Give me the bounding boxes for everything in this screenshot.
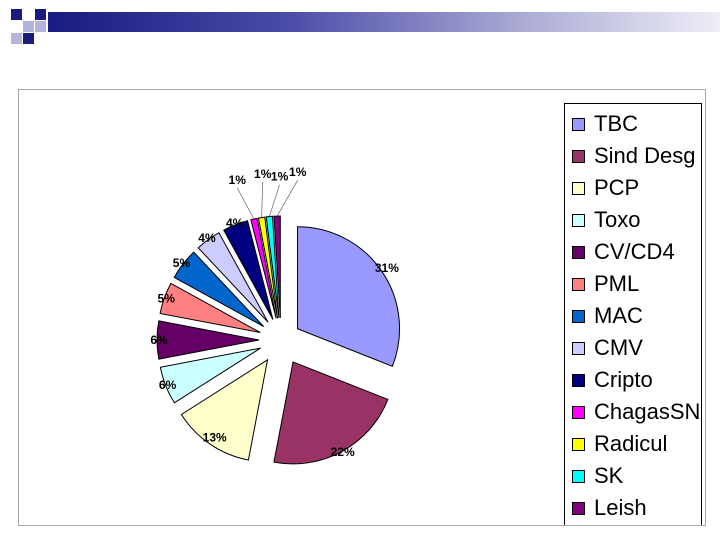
pie-slice-pcp	[180, 358, 269, 461]
data-label: 4%	[198, 231, 216, 245]
legend-item: MAC	[572, 302, 643, 330]
legend-label: ChagasSN	[594, 399, 701, 424]
legend-label: Cripto	[594, 367, 653, 392]
header-square	[23, 33, 34, 44]
data-label-leader-line	[276, 179, 299, 217]
header-square	[11, 33, 22, 44]
legend-label: CV/CD4	[594, 239, 675, 264]
legend-item: Radicul	[572, 430, 667, 458]
legend-swatch	[572, 213, 585, 227]
legend-label: CMV	[594, 335, 643, 360]
legend-label: PCP	[594, 175, 640, 200]
legend-label: TBC	[594, 111, 638, 136]
pie-slice-pml	[159, 282, 261, 334]
data-label: 1%	[254, 167, 272, 181]
slide-header-decoration	[0, 0, 720, 44]
pie-slice-cripto	[223, 220, 274, 320]
legend-swatch	[572, 437, 585, 451]
data-label-leader-line	[261, 182, 264, 218]
pie-slice-cmv	[197, 232, 269, 323]
pie-slice-sind-desg	[273, 361, 389, 465]
legend-label: Leish	[594, 495, 647, 520]
legend-item: CMV	[572, 334, 643, 362]
data-label: 4%	[226, 216, 244, 230]
legend-item: Leish	[572, 494, 647, 522]
data-label: 5%	[158, 292, 176, 306]
pie-slice-cv-cd4	[156, 320, 260, 360]
legend-label: SK	[594, 463, 624, 488]
legend-item: ChagasSN	[572, 398, 700, 426]
legend-swatch	[572, 341, 585, 355]
pie-slice-mac	[173, 251, 264, 327]
legend-label: Toxo	[594, 207, 641, 232]
chart-legend: TBC Sind Desg PCP Toxo CV/CD4 PML MAC CMV Cripto…	[564, 103, 702, 525]
legend-item: CV/CD4	[572, 238, 675, 266]
legend-swatch	[572, 277, 585, 291]
pie-slice-leish	[273, 215, 281, 319]
pie-slice-tbc	[297, 226, 400, 367]
legend-label: MAC	[594, 303, 643, 328]
legend-swatch	[572, 469, 585, 483]
data-label: 6%	[150, 333, 168, 347]
header-square	[23, 21, 34, 32]
legend-swatch	[572, 501, 585, 515]
header-square	[35, 21, 46, 32]
legend-item: Cripto	[572, 366, 653, 394]
data-label: 1%	[289, 165, 307, 179]
header-square	[11, 9, 22, 20]
legend-item: Toxo	[572, 206, 640, 234]
data-label: 6%	[159, 378, 177, 392]
chart-area: 31% 22% 13% 6% 6% 5% 5% 4% 4% 1% 1% 1% 1% TBC Sind De…	[18, 89, 706, 526]
legend-swatch	[572, 373, 585, 387]
data-label-leader-line	[236, 187, 255, 220]
data-label: 1%	[229, 173, 247, 187]
pie-slice-sk	[265, 215, 280, 319]
legend-swatch	[572, 245, 585, 259]
legend-swatch	[572, 405, 585, 419]
legend-swatch	[572, 181, 585, 195]
legend-swatch	[572, 117, 585, 131]
data-label: 5%	[173, 256, 191, 270]
pie-slice-toxo	[159, 347, 261, 404]
legend-label: PML	[594, 271, 640, 296]
legend-item: Sind Desg	[572, 142, 696, 170]
legend-swatch	[572, 309, 585, 323]
header-gradient-bar	[48, 12, 720, 32]
data-label: 13%	[203, 431, 227, 445]
pie-slice-radicul	[257, 216, 279, 319]
legend-label: Sind Desg	[594, 143, 696, 168]
header-square	[35, 9, 46, 20]
data-label-leader-line	[268, 184, 280, 217]
legend-item: PML	[572, 270, 639, 298]
data-label: 22%	[331, 445, 355, 459]
pie-chart: 31%22%13%6%6%5%5%4%4%1% 1% 1% 1%	[150, 165, 400, 465]
legend-swatch	[572, 149, 585, 163]
legend-item: TBC	[572, 110, 638, 138]
data-label: 31%	[375, 261, 399, 275]
legend-label: Radicul	[594, 431, 668, 456]
legend-item: SK	[572, 462, 623, 490]
data-label: 1%	[271, 170, 289, 184]
legend-item: PCP	[572, 174, 639, 202]
